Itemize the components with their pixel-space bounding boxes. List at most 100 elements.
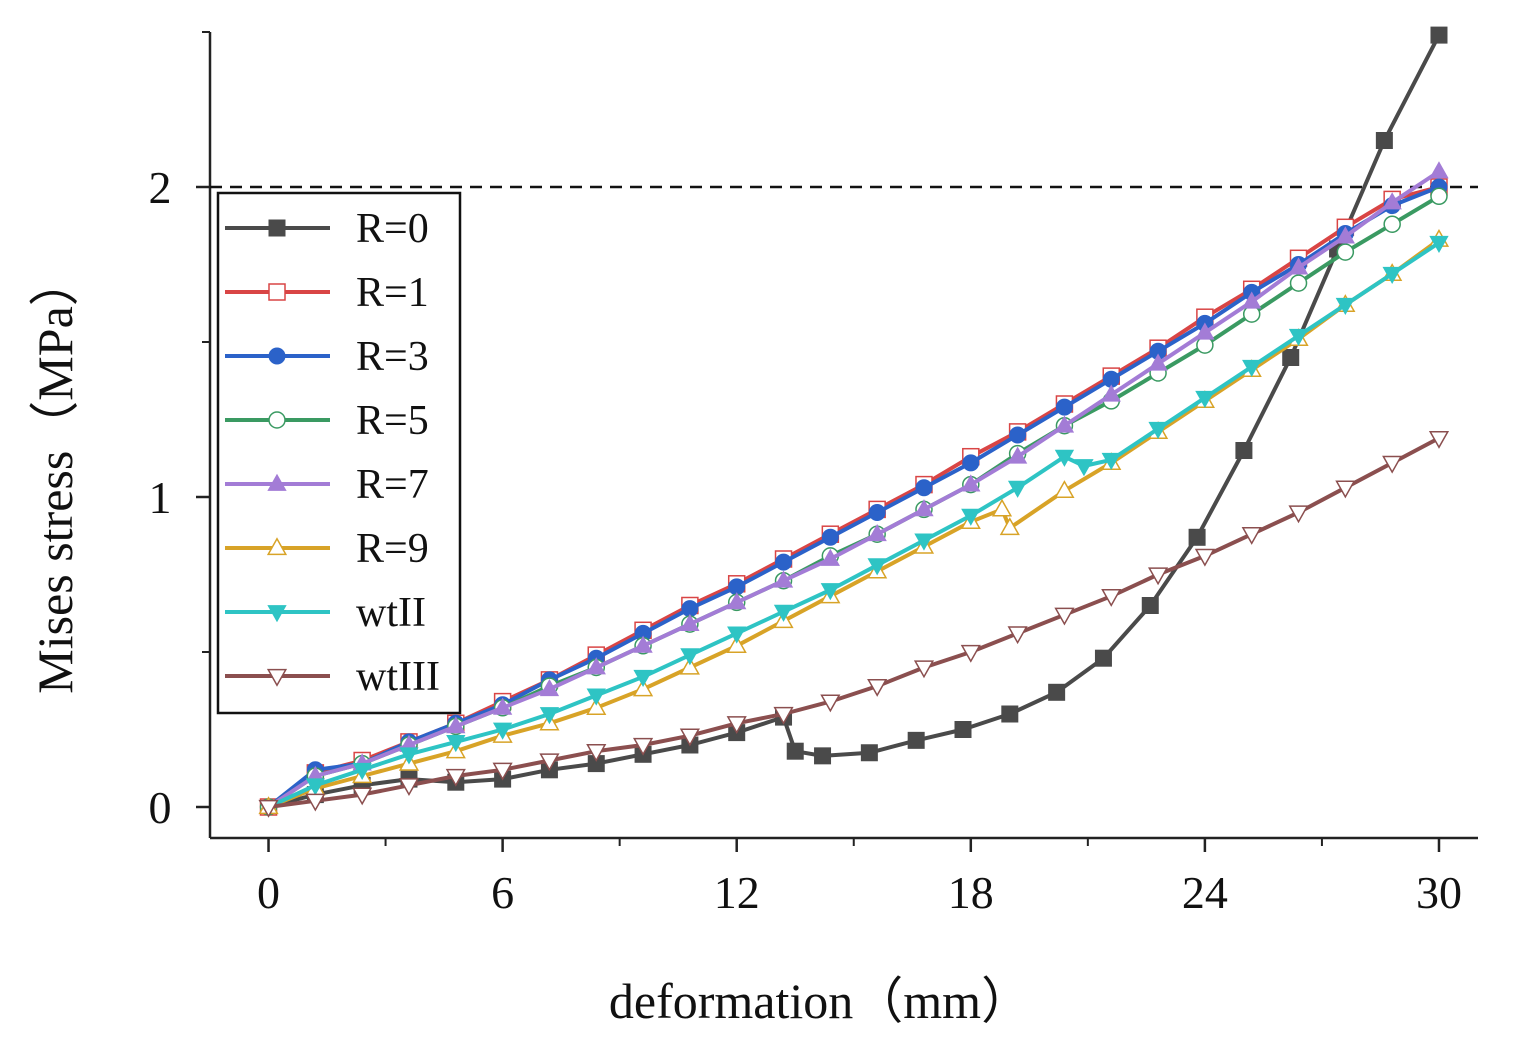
data-point <box>1242 291 1262 309</box>
data-point <box>867 523 887 542</box>
data-point <box>679 656 700 675</box>
data-point <box>1147 567 1169 586</box>
data-point <box>1288 505 1309 524</box>
data-point <box>860 744 878 762</box>
data-point <box>999 517 1020 536</box>
series-group <box>258 26 1450 818</box>
data-point <box>914 533 934 551</box>
data-point <box>1054 415 1075 433</box>
data-point <box>1054 607 1075 626</box>
x-axis-title: deformation（mm） <box>609 973 1031 1029</box>
data-point <box>1148 353 1168 371</box>
data-point <box>352 762 372 781</box>
y-tick-label: 2 <box>149 162 172 213</box>
legend-label: R=0 <box>356 206 429 252</box>
data-point <box>680 613 700 631</box>
series-wtii <box>258 235 1449 818</box>
legend-label: wtIII <box>356 654 440 700</box>
data-point <box>1288 328 1309 347</box>
data-point <box>960 644 981 663</box>
data-point <box>961 474 981 492</box>
data-point <box>1235 442 1253 459</box>
data-point <box>1289 274 1308 292</box>
data-point <box>820 694 841 713</box>
data-point <box>915 479 933 497</box>
data-point <box>633 669 653 688</box>
legend-item: wtIII <box>225 654 440 700</box>
data-point <box>1195 390 1215 409</box>
data-point <box>773 570 794 588</box>
data-point <box>445 768 466 787</box>
data-point <box>586 697 607 715</box>
data-point <box>539 753 560 772</box>
data-point <box>586 688 606 706</box>
data-point <box>1188 528 1206 546</box>
data-point <box>867 558 887 576</box>
data-point <box>1335 480 1356 499</box>
data-point <box>1101 589 1122 607</box>
legend-item: R=0 <box>225 206 429 252</box>
data-point <box>1054 480 1075 498</box>
data-point <box>632 678 654 697</box>
legend-item: R=3 <box>225 334 429 380</box>
series-wtiii <box>258 430 1450 818</box>
data-point <box>1428 430 1450 449</box>
data-point <box>1375 132 1393 149</box>
data-point <box>492 722 513 740</box>
x-tick-label: 18 <box>948 867 994 918</box>
data-point <box>1336 243 1355 261</box>
data-point <box>1001 705 1019 723</box>
x-tick-label: 30 <box>1416 867 1462 918</box>
x-tick-label: 0 <box>257 867 280 918</box>
data-point <box>773 604 794 622</box>
data-point <box>1101 384 1121 402</box>
data-point <box>1194 548 1215 567</box>
data-point <box>586 657 606 675</box>
data-point <box>1430 26 1448 44</box>
legend-item: R=7 <box>225 462 429 508</box>
data-point <box>305 778 325 796</box>
data-point <box>539 678 560 697</box>
legend-label: wtII <box>356 590 426 636</box>
data-point <box>991 498 1013 517</box>
data-point <box>352 787 373 806</box>
x-tick-label: 6 <box>491 867 514 918</box>
data-point <box>1383 215 1401 233</box>
legend-item: R=1 <box>225 270 429 316</box>
legend: R=0 R=1 R=3 R=5 R=7 R=9 wtII wtIII <box>216 191 462 715</box>
data-point <box>1101 452 1121 471</box>
data-point <box>913 660 935 679</box>
data-point <box>680 648 700 666</box>
data-point <box>268 219 286 237</box>
data-point <box>679 728 700 747</box>
legend-item: R=9 <box>225 526 429 572</box>
data-point <box>1074 459 1094 477</box>
data-point <box>399 747 419 765</box>
data-point <box>1054 449 1075 467</box>
data-point <box>586 744 607 762</box>
data-point <box>258 799 279 818</box>
data-point <box>1009 426 1027 444</box>
data-point <box>1382 455 1403 474</box>
legend-item: R=5 <box>225 398 429 444</box>
data-point <box>726 716 747 735</box>
data-point <box>266 537 288 556</box>
data-point <box>539 707 560 725</box>
x-tick-label: 12 <box>714 867 760 918</box>
data-point <box>786 742 804 760</box>
data-point <box>1429 235 1449 254</box>
data-point <box>1094 649 1112 667</box>
legend-label: R=5 <box>356 398 429 444</box>
data-point <box>1429 161 1449 179</box>
y-axis-title: Mises stress（MPa） <box>27 256 83 694</box>
data-point <box>446 716 466 734</box>
data-point <box>268 411 286 429</box>
legend-item: wtII <box>225 590 426 636</box>
data-point <box>1007 626 1028 645</box>
legend-label: R=7 <box>356 462 429 508</box>
data-point <box>1148 421 1168 440</box>
data-point <box>814 747 832 765</box>
data-point <box>727 592 747 610</box>
data-point <box>1382 266 1402 285</box>
